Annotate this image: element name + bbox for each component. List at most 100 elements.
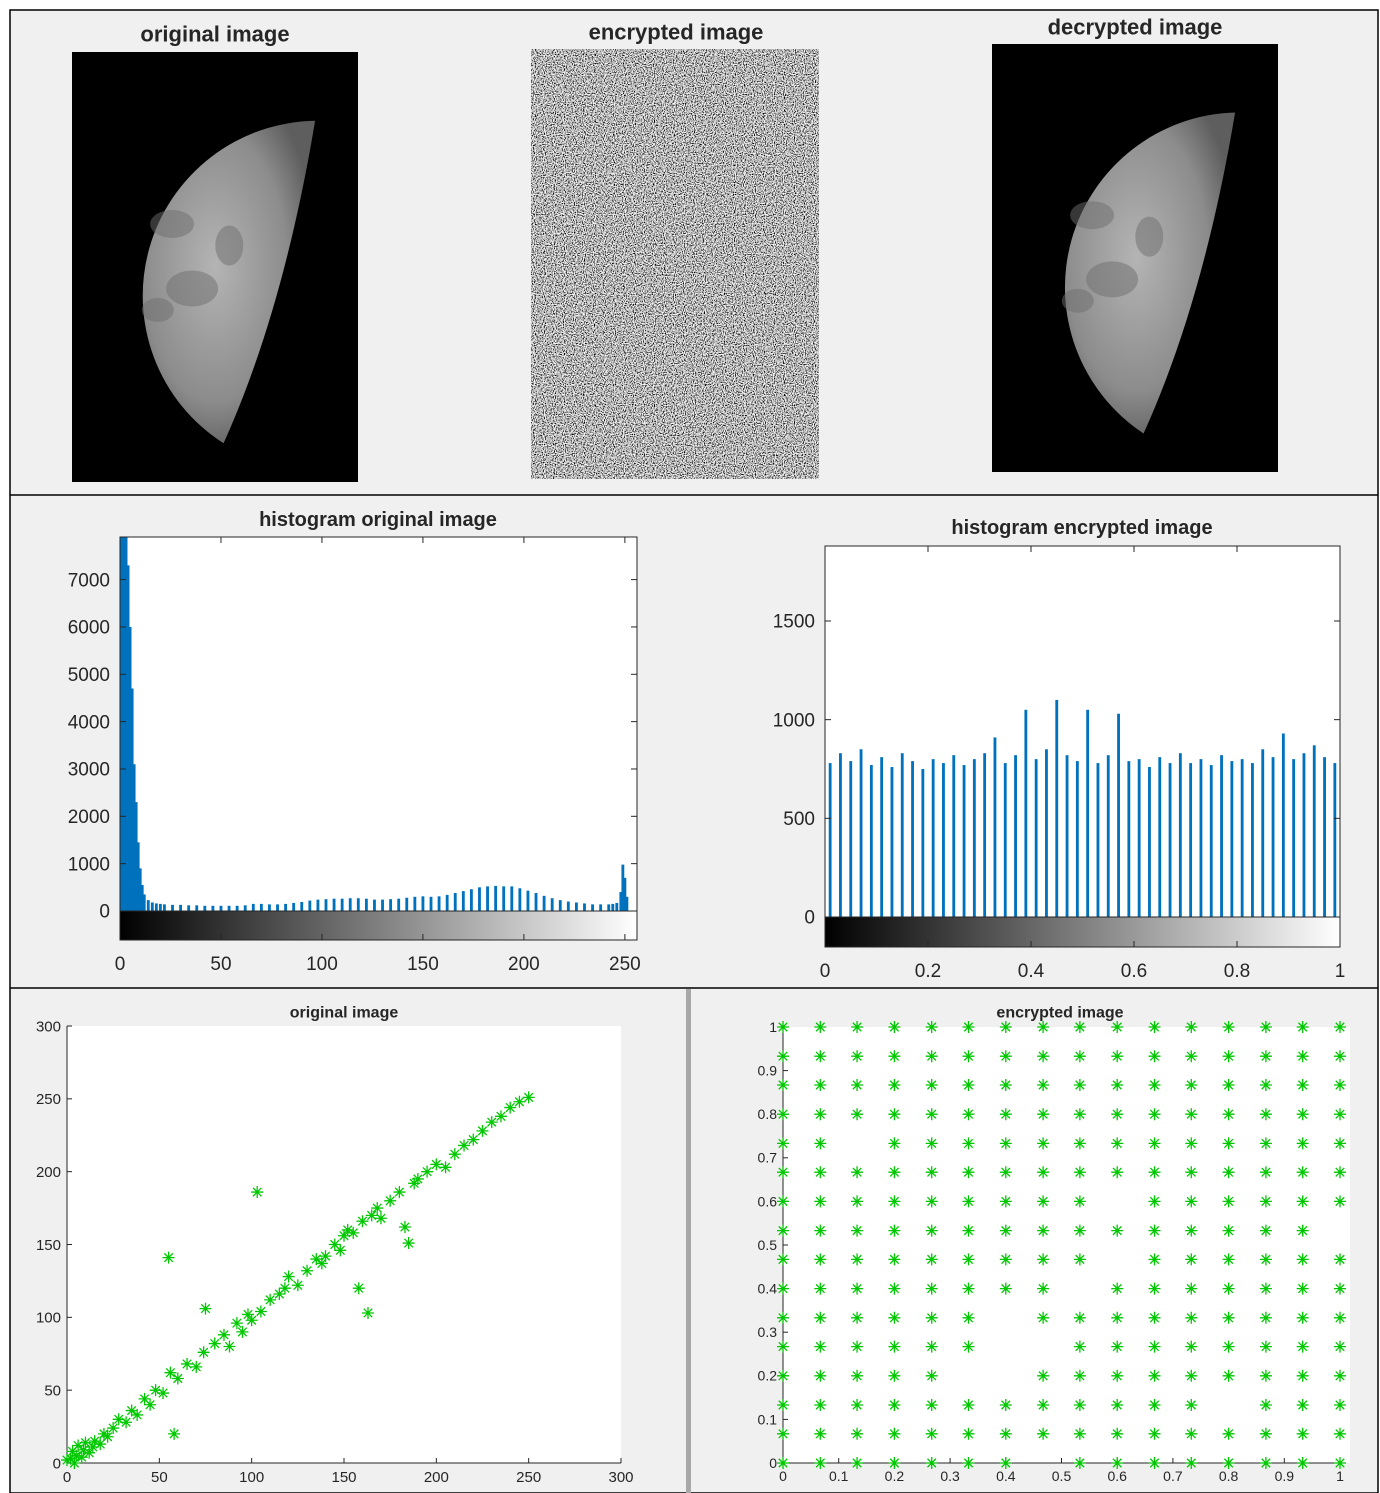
scatter-point bbox=[777, 1457, 789, 1469]
scatter-point bbox=[1000, 1283, 1012, 1295]
y-tick-label: 200 bbox=[36, 1164, 61, 1181]
scatter-point bbox=[1223, 1283, 1235, 1295]
chart-title: encrypted image bbox=[996, 1005, 1123, 1022]
scatter-point bbox=[1149, 1399, 1161, 1411]
scatter-point bbox=[851, 1341, 863, 1353]
scatter-point bbox=[1185, 1399, 1197, 1411]
scatter-point bbox=[962, 1253, 974, 1265]
scatter-point bbox=[384, 1195, 396, 1207]
bar bbox=[1148, 767, 1151, 917]
scatter-point bbox=[1223, 1137, 1235, 1149]
scatter-point bbox=[1037, 1399, 1049, 1411]
y-tick-label: 0 bbox=[53, 1455, 61, 1472]
scatter-point bbox=[523, 1091, 535, 1103]
x-tick-label: 250 bbox=[609, 954, 641, 975]
scatter-point bbox=[777, 1225, 789, 1237]
bar bbox=[518, 888, 521, 911]
bar bbox=[357, 898, 360, 911]
bar bbox=[187, 905, 190, 911]
bar bbox=[333, 899, 336, 911]
y-tick-label: 6000 bbox=[68, 618, 110, 639]
bar bbox=[1179, 753, 1182, 917]
bar bbox=[1117, 714, 1120, 917]
bar bbox=[1097, 763, 1100, 917]
y-tick-label: 0.8 bbox=[758, 1106, 778, 1122]
scatter-point bbox=[1297, 1079, 1309, 1091]
scatter-point bbox=[1037, 1195, 1049, 1207]
scatter-point bbox=[1074, 1166, 1086, 1178]
scatter-point bbox=[1185, 1428, 1197, 1440]
scatter-point bbox=[1185, 1195, 1197, 1207]
scatter-point bbox=[888, 1341, 900, 1353]
encrypted-noise bbox=[531, 49, 819, 479]
bar bbox=[963, 765, 966, 917]
scatter-point bbox=[851, 1399, 863, 1411]
scatter-point bbox=[1074, 1108, 1086, 1120]
scatter-point bbox=[1334, 1312, 1346, 1324]
scatter-point bbox=[926, 1108, 938, 1120]
bar bbox=[341, 899, 344, 911]
moon-mare bbox=[166, 271, 218, 307]
scatter-point bbox=[1297, 1225, 1309, 1237]
bar bbox=[316, 900, 319, 911]
scatter-point bbox=[467, 1134, 479, 1146]
bar bbox=[260, 904, 263, 911]
scatter-point bbox=[1000, 1399, 1012, 1411]
scatter-point bbox=[962, 1283, 974, 1295]
scatter-point bbox=[1111, 1399, 1123, 1411]
bar bbox=[615, 903, 618, 911]
bar bbox=[349, 898, 352, 911]
bar bbox=[942, 763, 945, 917]
scatter-point bbox=[851, 1370, 863, 1382]
scatter-point bbox=[301, 1265, 313, 1277]
scatter-point bbox=[1149, 1370, 1161, 1382]
bar bbox=[1303, 753, 1306, 917]
scatter-point bbox=[1149, 1283, 1161, 1295]
scatter-point bbox=[1334, 1457, 1346, 1469]
moon-mare bbox=[1070, 201, 1114, 229]
bar bbox=[1169, 763, 1172, 917]
scatter-point bbox=[1037, 1312, 1049, 1324]
moon-mare bbox=[1086, 261, 1138, 297]
scatter-point bbox=[1185, 1312, 1197, 1324]
scatter-point bbox=[1260, 1195, 1272, 1207]
scatter-point bbox=[1297, 1108, 1309, 1120]
scatter-point bbox=[777, 1253, 789, 1265]
scatter-point bbox=[1149, 1428, 1161, 1440]
bar bbox=[163, 904, 166, 911]
scatter-point bbox=[1223, 1079, 1235, 1091]
bar bbox=[551, 898, 554, 911]
scatter-point bbox=[1000, 1079, 1012, 1091]
plot-area bbox=[783, 1027, 1350, 1463]
scatter-point bbox=[181, 1358, 193, 1370]
bar bbox=[901, 753, 904, 917]
scatter-point bbox=[814, 1428, 826, 1440]
scatter-point bbox=[292, 1279, 304, 1291]
bar bbox=[308, 901, 311, 911]
scatter-point bbox=[1223, 1108, 1235, 1120]
scatter-point bbox=[1260, 1399, 1272, 1411]
scatter-point bbox=[777, 1370, 789, 1382]
bar bbox=[1066, 755, 1069, 917]
scatter-point bbox=[1000, 1253, 1012, 1265]
bar bbox=[1024, 710, 1027, 917]
scatter-point bbox=[1334, 1283, 1346, 1295]
x-tick-label: 100 bbox=[306, 954, 338, 975]
x-tick-label: 150 bbox=[331, 1469, 356, 1486]
scatter-point bbox=[1260, 1370, 1272, 1382]
bar bbox=[1333, 763, 1336, 917]
scatter-point bbox=[1185, 1137, 1197, 1149]
bar bbox=[1035, 759, 1038, 917]
scatter-point bbox=[1223, 1021, 1235, 1033]
x-tick-label: 0.4 bbox=[1018, 961, 1045, 982]
y-tick-label: 1000 bbox=[773, 710, 815, 731]
scatter-point bbox=[1334, 1050, 1346, 1062]
scatter-point bbox=[1000, 1137, 1012, 1149]
scatter-point bbox=[264, 1294, 276, 1306]
x-tick-label: 0 bbox=[115, 954, 126, 975]
scatter-point bbox=[777, 1341, 789, 1353]
scatter-point bbox=[777, 1312, 789, 1324]
scatter-point bbox=[888, 1457, 900, 1469]
y-tick-label: 0.7 bbox=[758, 1150, 778, 1166]
scatter-point bbox=[814, 1283, 826, 1295]
